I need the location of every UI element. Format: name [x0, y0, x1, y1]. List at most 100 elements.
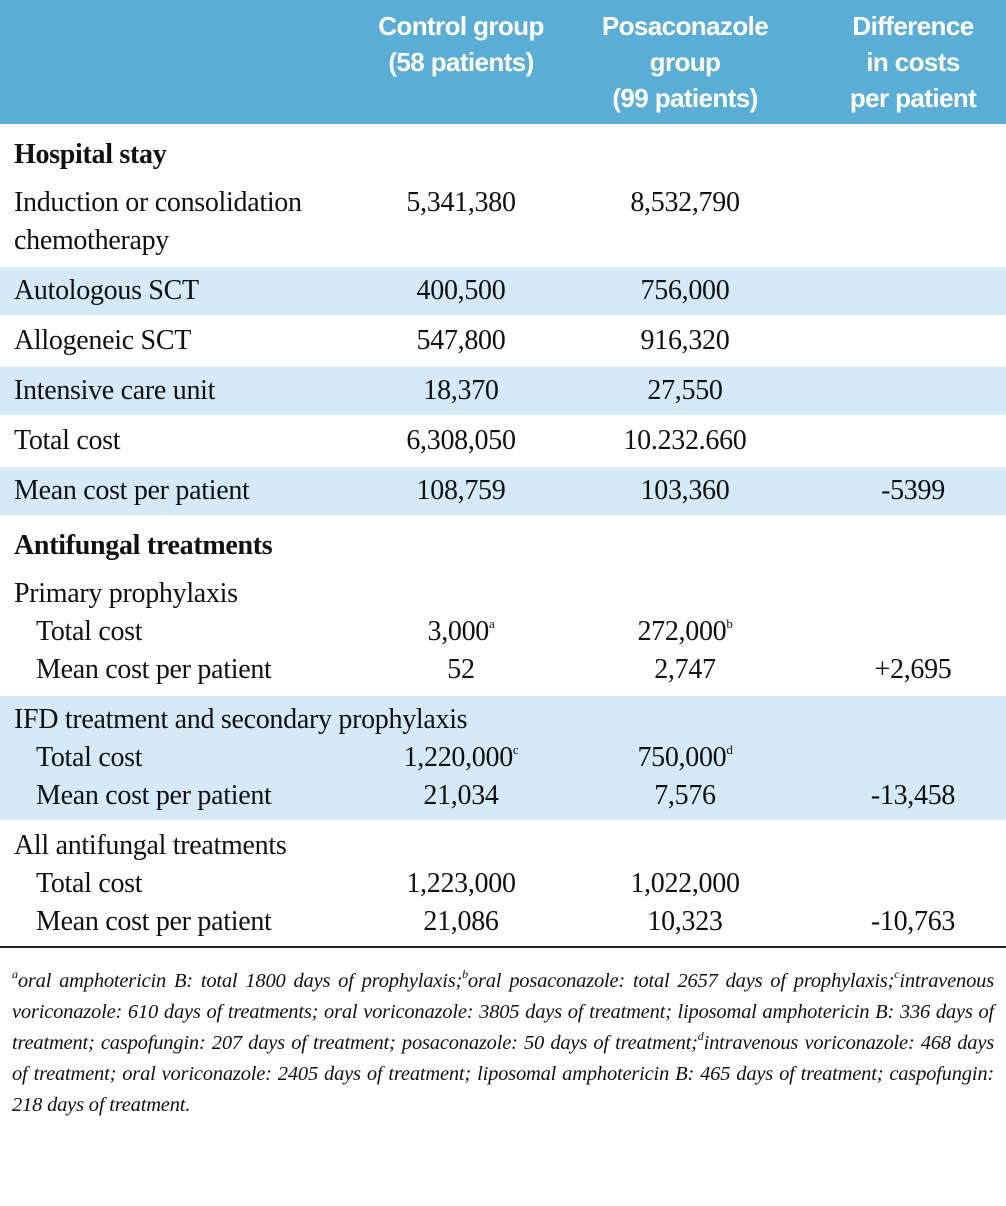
- value: 21,034: [423, 780, 499, 811]
- row-label: Mean cost per patient: [0, 465, 372, 515]
- section-title: Antifungal treatments: [14, 530, 273, 561]
- group-row: All antifungal treatments: [0, 820, 1006, 865]
- value-cell: 7,576: [550, 777, 820, 821]
- sub-row: Mean cost per patient 52 2,747 +2,695: [0, 651, 1006, 695]
- value-cell: [820, 739, 1006, 777]
- data-row: Mean cost per patient 108,759 103,360 -5399: [0, 465, 1006, 515]
- sub-row: Mean cost per patient 21,086 10,323 -10,763: [0, 903, 1006, 948]
- value-cell: 1,220,000c: [372, 739, 550, 777]
- header-line: group: [649, 47, 721, 77]
- column-header: Control group (58 patients): [372, 0, 550, 124]
- value: 21,086: [423, 906, 499, 937]
- footnote-text: oral posaconazole: total 2657 days of pr…: [467, 970, 895, 992]
- row-label: Total cost: [36, 616, 143, 647]
- row-label: Allogeneic SCT: [0, 315, 372, 366]
- group-label: Primary prophylaxis: [14, 578, 238, 609]
- table-body: Hospital stay Induction or consolidation …: [0, 124, 1006, 948]
- value: 1,223,000: [406, 868, 516, 899]
- group-row: Primary prophylaxis: [0, 570, 1006, 613]
- footnote-mark: d: [726, 742, 733, 757]
- value-cell: [820, 179, 1006, 266]
- header-line: Difference: [852, 11, 974, 41]
- footnote-mark: d: [697, 1029, 704, 1043]
- value: 750,000: [637, 742, 727, 773]
- section-row: Antifungal treatments: [0, 515, 1006, 570]
- footnote-mark: c: [894, 967, 900, 981]
- value-cell: [820, 415, 1006, 466]
- value-cell: [820, 365, 1006, 416]
- footnote-mark: c: [512, 742, 519, 757]
- value: 103,360: [640, 475, 730, 506]
- value-cell: 400,500: [372, 265, 550, 316]
- row-label: Mean cost per patient: [0, 777, 372, 821]
- value-cell: 10.232.660: [550, 415, 820, 466]
- value-cell: [820, 265, 1006, 316]
- value: 547,800: [416, 325, 506, 356]
- value: 8,532,790: [630, 187, 740, 218]
- footnote-mark: b: [726, 616, 733, 631]
- value-cell: 27,550: [550, 365, 820, 416]
- section-title: Hospital stay: [14, 139, 167, 170]
- value-cell: 3,000a: [372, 613, 550, 651]
- row-label: Autologous SCT: [0, 265, 372, 316]
- value: 18,370: [423, 375, 499, 406]
- header-line: (58 patients): [388, 47, 534, 77]
- header-line: (99 patients): [612, 83, 758, 113]
- footnote-mark: a: [12, 967, 18, 981]
- row-label: Intensive care unit: [0, 365, 372, 416]
- value-cell: 1,223,000: [372, 865, 550, 903]
- value: 2,747: [654, 654, 716, 685]
- value: 5,341,380: [406, 187, 516, 218]
- value-cell: [820, 315, 1006, 366]
- column-header: Difference in costs per patient: [820, 0, 1006, 124]
- value: 27,550: [647, 375, 723, 406]
- footnote-mark: b: [462, 967, 468, 981]
- value: 6,308,050: [406, 425, 516, 456]
- group-label: All antifungal treatments: [0, 820, 1006, 865]
- value-cell: 916,320: [550, 315, 820, 366]
- value-cell: -10,763: [820, 903, 1006, 948]
- value-cell: 2,747: [550, 651, 820, 695]
- value: 1,022,000: [630, 868, 740, 899]
- sub-row: Total cost 3,000a 272,000b: [0, 613, 1006, 651]
- header-corner: [0, 0, 372, 124]
- value: 756,000: [640, 275, 730, 306]
- data-row: Induction or consolidation chemotherapy 5…: [0, 179, 1006, 266]
- value-cell: 547,800: [372, 315, 550, 366]
- value-cell: 103,360: [550, 465, 820, 515]
- footnote-text: intravenous voriconazole: 468 days of tr…: [12, 1032, 995, 1116]
- value: 916,320: [640, 325, 730, 356]
- value: 52: [447, 654, 475, 685]
- section-row: Hospital stay: [0, 124, 1006, 179]
- sub-row: Total cost 1,220,000c 750,000d: [0, 739, 1006, 777]
- row-label: Total cost: [36, 868, 143, 899]
- value: -13,458: [870, 780, 956, 811]
- row-label: Total cost: [0, 739, 372, 777]
- row-label: Induction or consolidation chemotherapy: [14, 187, 302, 256]
- value: -5399: [881, 475, 945, 506]
- value-cell: -13,458: [820, 777, 1006, 821]
- group-label: IFD treatment and secondary prophylaxis: [0, 694, 1006, 739]
- footnotes: aoral amphotericin B: total 1800 days of…: [0, 948, 1006, 1121]
- row-label: Total cost: [0, 415, 372, 466]
- footnote-text: intravenous voriconazole: 610 days of tr…: [12, 970, 994, 1054]
- cost-table: Control group (58 patients) Posaconazole gr…: [0, 0, 1006, 948]
- value: 7,576: [654, 780, 716, 811]
- value-cell: 750,000d: [550, 739, 820, 777]
- value: 10.232.660: [623, 425, 747, 456]
- value: 400,500: [416, 275, 506, 306]
- value: 272,000: [637, 616, 727, 647]
- value-cell: [820, 865, 1006, 903]
- sub-row: Total cost 1,223,000 1,022,000: [0, 865, 1006, 903]
- data-row: Allogeneic SCT 547,800 916,320: [0, 315, 1006, 366]
- value: 108,759: [416, 475, 506, 506]
- value: +2,695: [874, 654, 952, 685]
- value-cell: 52: [372, 651, 550, 695]
- header-line: Control group: [378, 11, 544, 41]
- data-row: Intensive care unit 18,370 27,550: [0, 365, 1006, 416]
- value-cell: +2,695: [820, 651, 1006, 695]
- footnote-mark: a: [489, 616, 495, 631]
- row-label: Mean cost per patient: [36, 654, 272, 685]
- value-cell: 21,034: [372, 777, 550, 821]
- value-cell: 21,086: [372, 903, 550, 948]
